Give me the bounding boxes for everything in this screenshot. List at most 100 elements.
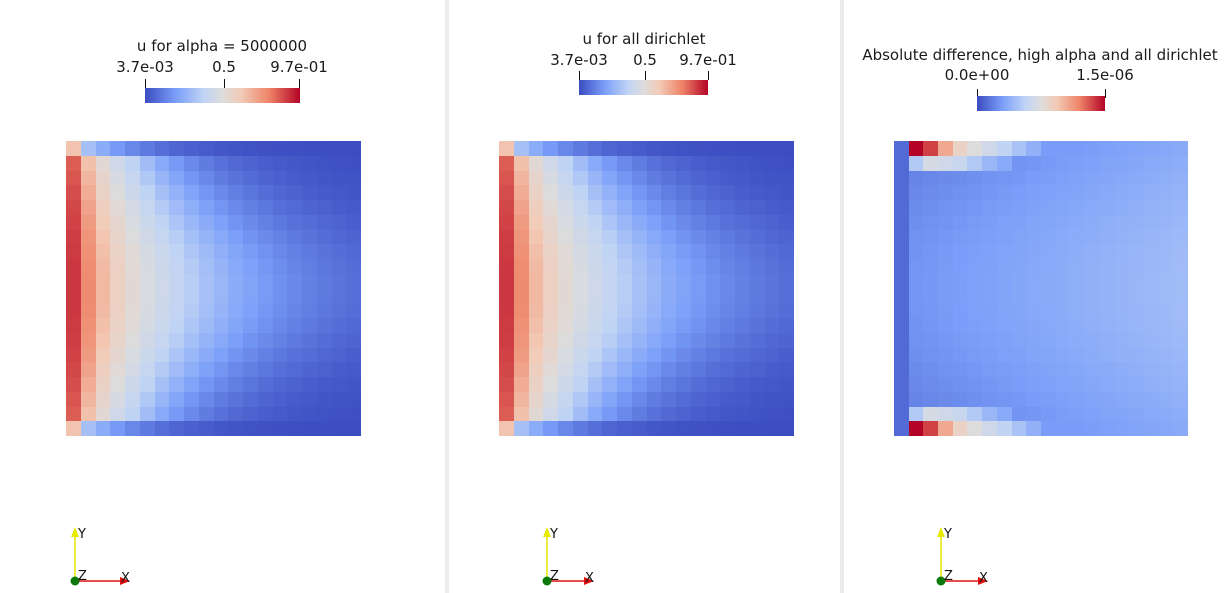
mesh-cell: [139, 244, 155, 259]
mesh-cell: [705, 229, 721, 245]
mesh-cell: [513, 170, 529, 186]
mesh-cell: [558, 229, 573, 245]
mesh-cell: [1114, 244, 1130, 259]
mesh-cell: [198, 391, 214, 407]
mesh-cell: [499, 318, 514, 333]
mesh-cell: [80, 244, 96, 259]
mesh-cell: [1173, 362, 1188, 377]
mesh-cell: [572, 259, 588, 274]
mesh-cell: [690, 421, 706, 436]
mesh-cell: [1099, 141, 1115, 156]
mesh-cell: [154, 170, 170, 186]
mesh-cell: [1026, 332, 1041, 348]
mesh-cell: [95, 391, 111, 407]
mesh-cell: [587, 362, 603, 377]
mesh-cell: [735, 347, 750, 363]
mesh-cell: [923, 229, 939, 245]
mesh-cell: [257, 332, 273, 348]
mesh-cell: [198, 229, 214, 245]
mesh-cell: [331, 244, 347, 259]
mesh-cell: [749, 332, 765, 348]
mesh-cell: [631, 185, 647, 200]
mesh-cell: [1114, 185, 1130, 200]
mesh-cell: [779, 421, 794, 436]
mesh-cell: [923, 185, 939, 200]
mesh-cell: [1055, 229, 1071, 245]
mesh-cell: [287, 362, 302, 377]
mesh-cell: [287, 406, 302, 422]
mesh-cell: [1026, 273, 1041, 289]
mesh-cell: [1070, 259, 1086, 274]
mesh-cell: [1026, 244, 1041, 259]
mesh-cell: [749, 229, 765, 245]
render-view-3[interactable]: Absolute difference, high alpha and all …: [844, 0, 1225, 593]
mesh-cell: [1158, 332, 1174, 348]
mesh-cell: [735, 259, 750, 274]
view-splitter[interactable]: [840, 0, 844, 593]
mesh-cell: [690, 259, 706, 274]
mesh-cell: [213, 229, 229, 245]
mesh-cell: [1173, 303, 1188, 318]
mesh-cell: [617, 244, 632, 259]
render-view-1[interactable]: u for alpha = 5000000 3.7e-03 0.5 9.7e-0…: [0, 0, 445, 593]
mesh-cell: [543, 421, 558, 436]
mesh-cell: [952, 362, 968, 377]
mesh-cell: [938, 391, 953, 407]
mesh-cell: [602, 155, 617, 171]
mesh-cell: [1173, 259, 1188, 274]
mesh-cell: [1055, 185, 1071, 200]
mesh-cell: [1070, 391, 1086, 407]
mesh-cell: [720, 391, 735, 407]
mesh-cell: [908, 273, 924, 289]
mesh-cell: [923, 214, 939, 230]
mesh-cell: [572, 288, 588, 304]
mesh-cell: [749, 406, 765, 422]
mesh-cell: [1085, 288, 1100, 304]
mesh-cell: [66, 214, 81, 230]
mesh-cell: [690, 155, 706, 171]
mesh-cell: [154, 214, 170, 230]
mesh-cell: [316, 170, 332, 186]
mesh-cell: [631, 155, 647, 171]
mesh-cell: [676, 406, 691, 422]
mesh-cell: [1070, 214, 1086, 230]
mesh-cell: [587, 406, 603, 422]
mesh-cell: [676, 421, 691, 436]
mesh-cell: [982, 391, 997, 407]
mesh-cell: [287, 170, 302, 186]
mesh-cell: [982, 244, 997, 259]
render-view-2[interactable]: u for all dirichlet 3.7e-03 0.5 9.7e-01 …: [449, 0, 840, 593]
mesh-cell: [110, 406, 125, 422]
mesh-cell: [1099, 185, 1115, 200]
mesh-cell: [1085, 259, 1100, 274]
mesh-cell: [602, 244, 617, 259]
mesh-cell: [572, 229, 588, 245]
mesh-cell: [602, 170, 617, 186]
mesh-cell: [996, 170, 1012, 186]
mesh-cell: [572, 347, 588, 363]
mesh-cell: [661, 259, 676, 274]
view-splitter[interactable]: [445, 0, 449, 593]
mesh-cell: [894, 200, 909, 215]
mesh-cell: [587, 332, 603, 348]
mesh-cell: [287, 229, 302, 245]
mesh-cell: [779, 170, 794, 186]
colorbar-gradient: [145, 88, 300, 103]
mesh-cell: [139, 421, 155, 436]
mesh-cell: [1114, 200, 1130, 215]
mesh-cell: [661, 214, 676, 230]
mesh-cell: [908, 391, 924, 407]
mesh-cell: [1129, 200, 1144, 215]
mesh-cell: [923, 259, 939, 274]
mesh-cell: [967, 273, 983, 289]
mesh-cell: [302, 332, 317, 348]
mesh-cell: [1040, 318, 1056, 333]
mesh-cell: [499, 200, 514, 215]
mesh-cell: [705, 141, 721, 156]
mesh-cell: [228, 229, 243, 245]
mesh-cell: [1114, 318, 1130, 333]
mesh-cell: [602, 273, 617, 289]
mesh-cell: [967, 303, 983, 318]
mesh-cell: [139, 200, 155, 215]
mesh-cell: [184, 406, 199, 422]
